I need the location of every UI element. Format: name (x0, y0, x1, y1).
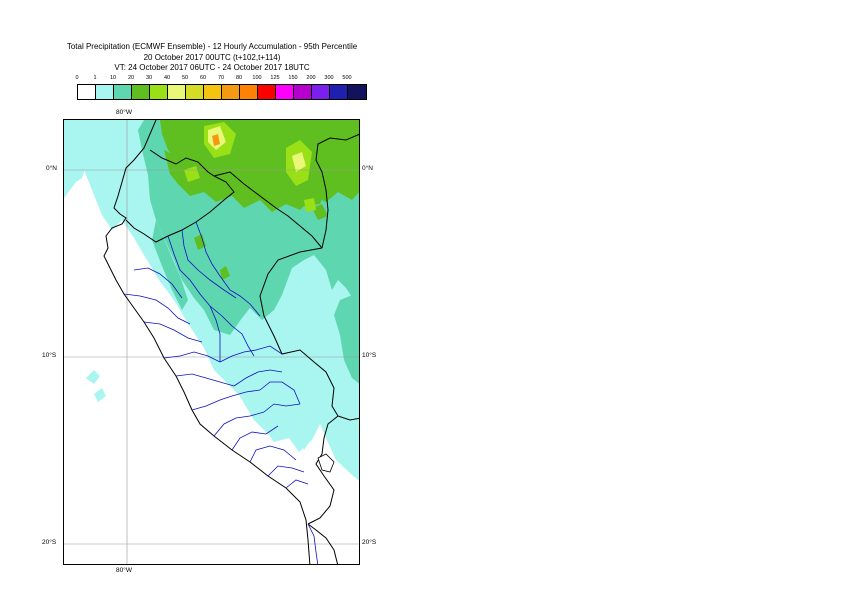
map-title: Total Precipitation (ECMWF Ensemble) - 1… (0, 42, 424, 74)
legend-tick-label: 20 (127, 75, 135, 81)
legend-tick-label: 200 (306, 75, 316, 81)
border-brazil-bolivia (337, 415, 359, 421)
precip-area-light-south (214, 340, 359, 481)
legend-swatch (204, 85, 222, 99)
legend-swatch (168, 85, 186, 99)
lat-label-right-10: 10°S (362, 352, 377, 359)
lake-titicaca (317, 453, 335, 473)
legend-tick-label: 0 (75, 75, 79, 81)
border-colombia-brazil (315, 133, 359, 249)
border-peru-brazil (259, 247, 339, 417)
lat-label-left-10: 10°S (42, 352, 57, 359)
legend-tick-label: 50 (181, 75, 189, 81)
legend-swatch (150, 85, 168, 99)
precip-blob-yg-4 (304, 198, 316, 212)
legend-tick-label: 1 (93, 75, 97, 81)
legend-swatch (312, 85, 330, 99)
legend-tick-label: 500 (342, 75, 352, 81)
legend-tick-label: 40 (163, 75, 171, 81)
title-line-3: VT: 24 October 2017 06UTC - 24 October 2… (114, 63, 310, 72)
legend-swatch (240, 85, 258, 99)
legend-swatch (96, 85, 114, 99)
precip-area-medium-strip (152, 220, 188, 310)
precip-blob-green-2 (312, 204, 328, 220)
lat-label-right-0: 0°N (362, 165, 373, 172)
precip-blob-green-4 (220, 266, 230, 280)
legend-swatch (114, 85, 132, 99)
legend-swatch (186, 85, 204, 99)
border-ecuador-peru (125, 175, 235, 243)
legend-tick-label: 60 (199, 75, 207, 81)
chile-region-borders (307, 523, 319, 564)
legend-tick-label: 30 (145, 75, 153, 81)
legend-tick-label: 10 (109, 75, 117, 81)
precipitation-map (64, 120, 359, 564)
legend-tick-label: 125 (270, 75, 280, 81)
precip-core-orange (212, 134, 220, 146)
precip-area-light-west (64, 150, 86, 198)
legend-tick-label: 100 (252, 75, 262, 81)
lon-label-bottom: 80°W (116, 567, 132, 574)
legend-swatch (276, 85, 294, 99)
lon-label-top: 80°W (116, 109, 132, 116)
legend-swatch (294, 85, 312, 99)
map-panel (63, 119, 360, 565)
title-line-2: 20 October 2017 00UTC (t+102,t+114) (143, 52, 281, 62)
lat-label-left-20: 20°S (42, 539, 57, 546)
precip-area-medium-lobe (334, 291, 359, 384)
region-borders (123, 221, 309, 489)
border-colombia-ecuador (149, 149, 215, 177)
precip-blob-green-3 (194, 234, 206, 250)
legend-swatch (348, 85, 366, 99)
lat-label-left-0: 0°N (46, 165, 57, 172)
precip-blob-yellow-2 (292, 152, 306, 172)
title-line-1: Total Precipitation (ECMWF Ensemble) - 1… (66, 42, 358, 51)
legend-swatch (222, 85, 240, 99)
legend-swatch (78, 85, 96, 99)
legend-swatch (132, 85, 150, 99)
legend-tick-label: 70 (217, 75, 225, 81)
lat-label-right-20: 20°S (362, 539, 377, 546)
legend-swatch (258, 85, 276, 99)
legend-tick-label: 300 (324, 75, 334, 81)
legend-swatch (330, 85, 348, 99)
precip-area-light-offshore (86, 370, 106, 402)
border-bolivia-chile (307, 523, 339, 564)
legend-tick-labels: 0 1 10 20 30 40 50 60 70 80 100 125 150 200 300 500 (70, 75, 360, 85)
legend-tick-label: 80 (235, 75, 243, 81)
border-peru-bolivia (307, 415, 339, 525)
legend-tick-label: 150 (288, 75, 298, 81)
border-peru-colombia (213, 171, 323, 249)
color-legend (77, 84, 367, 100)
